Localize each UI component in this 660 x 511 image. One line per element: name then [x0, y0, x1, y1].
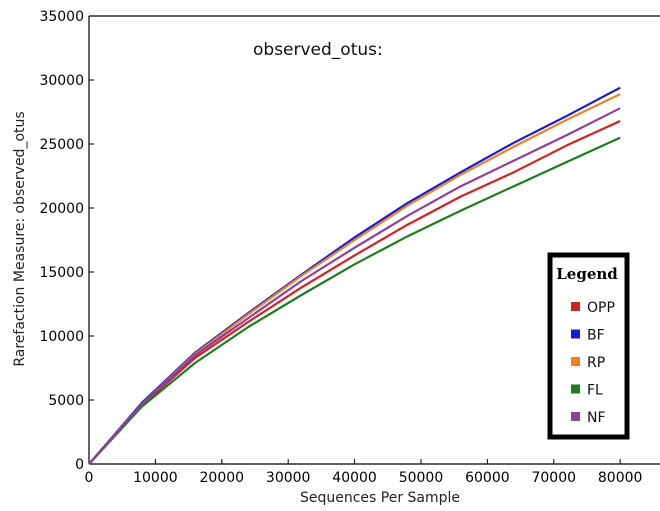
x-tick-label: 0	[85, 470, 94, 486]
series-line-nf	[88, 107, 621, 465]
series-line-opp	[88, 119, 621, 465]
x-tick-label: 20000	[200, 470, 245, 486]
y-tick-label: 25000	[39, 137, 84, 153]
legend-label-bf: BF	[587, 328, 605, 344]
legend-label-opp: OPP	[587, 300, 615, 316]
legend-swatch-bf	[571, 329, 580, 339]
x-tick-label: 30000	[266, 470, 311, 486]
legend-box	[547, 252, 630, 440]
legend-swatch-fl	[571, 384, 580, 394]
y-tick-label: 10000	[39, 329, 84, 345]
series-line-rp	[88, 93, 621, 465]
y-tick-label: 0	[75, 457, 84, 473]
legend-swatch-rp	[571, 357, 580, 366]
y-tick-label: 15000	[39, 265, 84, 281]
y-tick-label: 5000	[48, 393, 84, 409]
y-tick-label: 35000	[39, 9, 84, 25]
y-axis-label: Rarefaction Measure: observed_otus	[12, 111, 28, 366]
legend-label-fl: FL	[587, 383, 603, 399]
x-tick-label: 60000	[465, 470, 510, 486]
x-tick-label: 10000	[133, 470, 178, 486]
series-line-bf	[88, 86, 621, 465]
chart-title: observed_otus:	[253, 40, 383, 60]
legend-label-rp: RP	[587, 355, 605, 371]
x-tick-label: 40000	[332, 470, 377, 486]
x-tick-label: 80000	[598, 470, 643, 486]
legend-title: Legend	[556, 265, 618, 283]
legend-label-nf: NF	[587, 410, 606, 426]
legend-swatch-opp	[571, 302, 580, 311]
series-line-fl	[88, 136, 621, 465]
x-tick-label: 70000	[531, 470, 576, 486]
x-tick-label: 50000	[399, 470, 444, 486]
y-tick-label: 30000	[39, 73, 84, 89]
x-axis-label: Sequences Per Sample	[300, 490, 460, 506]
legend-swatch-nf	[571, 412, 580, 421]
y-tick-label: 20000	[39, 201, 84, 217]
